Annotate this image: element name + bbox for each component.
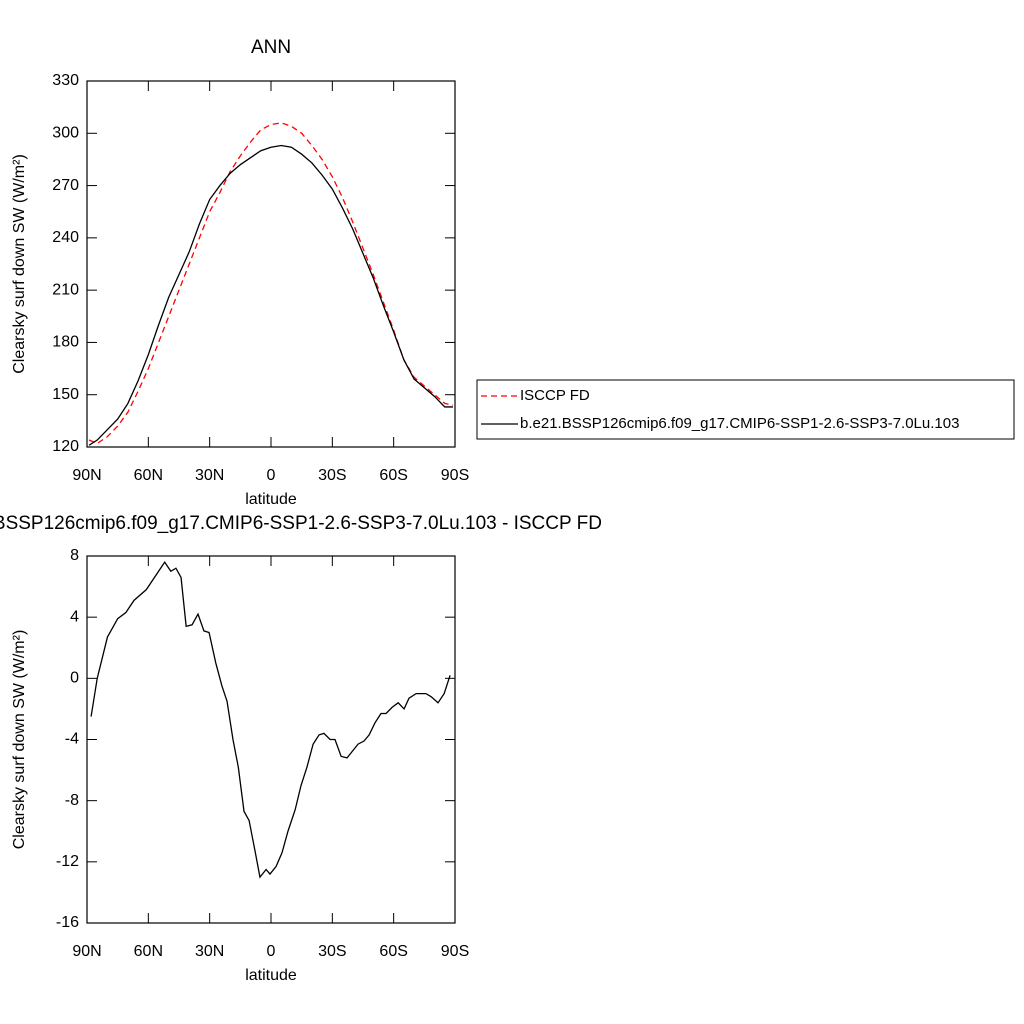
x-tick-label: 0: [267, 943, 276, 960]
y-tick-label: -16: [56, 914, 79, 931]
x-tick-label: 90N: [72, 467, 101, 484]
x-tick-label: 90N: [72, 943, 101, 960]
y-tick-label: 0: [70, 670, 79, 687]
x-tick-label: 30S: [318, 943, 346, 960]
x-tick-label: 30N: [195, 943, 224, 960]
x-tick-label: 90S: [441, 467, 469, 484]
legend-box: [476, 379, 1015, 440]
x-tick-label: 90S: [441, 943, 469, 960]
x-axis-label: latitude: [245, 491, 297, 508]
legend-label: ISCCP FD: [520, 387, 590, 404]
y-tick-label: 240: [52, 229, 79, 246]
x-axis-label: latitude: [245, 967, 297, 984]
y-tick-label: 210: [52, 281, 79, 298]
y-axis-label: Clearsky surf down SW (W/m²): [11, 154, 28, 374]
y-tick-label: 8: [70, 547, 79, 564]
y-tick-label: 150: [52, 386, 79, 403]
plot-frame: [86, 555, 456, 924]
data-line: [88, 144, 453, 446]
y-tick-label: 270: [52, 177, 79, 194]
x-tick-label: 60N: [134, 467, 163, 484]
y-tick-label: 120: [52, 438, 79, 455]
data-line: [90, 560, 451, 879]
y-tick-label: -4: [65, 731, 79, 748]
data-line: [88, 122, 454, 445]
chart-title: b.e21.BSSP126cmip6.f09_g17.CMIP6-SSP1-2.…: [0, 513, 602, 534]
y-tick-label: -8: [65, 792, 79, 809]
y-tick-label: -12: [56, 853, 79, 870]
x-tick-label: 30N: [195, 467, 224, 484]
x-tick-label: 30S: [318, 467, 346, 484]
x-tick-label: 60S: [379, 467, 407, 484]
y-tick-label: 330: [52, 72, 79, 89]
legend-label: b.e21.BSSP126cmip6.f09_g17.CMIP6-SSP1-2.…: [520, 415, 959, 432]
y-axis-label: Clearsky surf down SW (W/m²): [11, 630, 28, 850]
x-tick-label: 60S: [379, 943, 407, 960]
y-tick-label: 180: [52, 334, 79, 351]
chart-title: ANN: [251, 37, 291, 58]
y-tick-label: 4: [70, 608, 79, 625]
plot-frame: [86, 80, 456, 448]
x-tick-label: 60N: [134, 943, 163, 960]
x-tick-label: 0: [267, 467, 276, 484]
y-tick-label: 300: [52, 125, 79, 142]
